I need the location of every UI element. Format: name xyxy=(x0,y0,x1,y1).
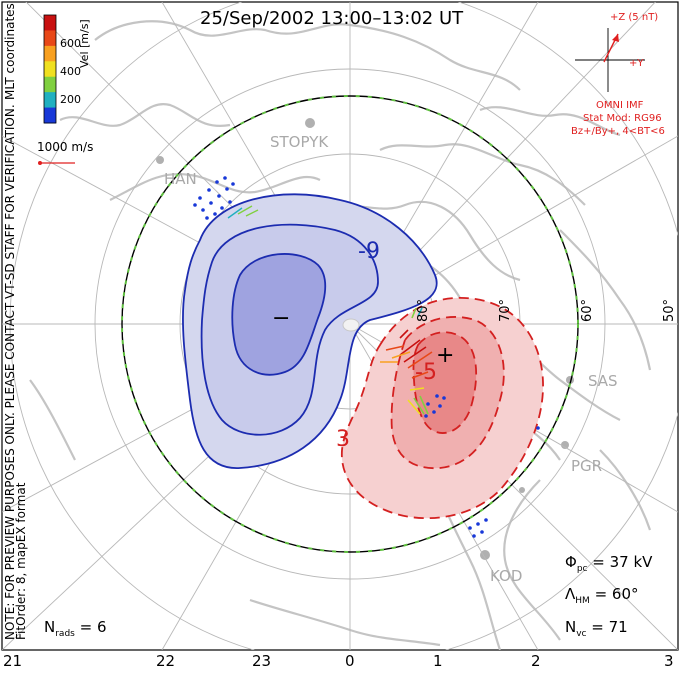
radar-count: Nrads = 6 xyxy=(44,618,107,639)
lambda-subscript: HM xyxy=(575,596,590,606)
imf-dial xyxy=(575,28,645,92)
contour-label-3: 3 xyxy=(336,427,350,452)
colorbar-segment xyxy=(44,92,56,109)
phi-symbol: Φ xyxy=(565,553,577,571)
colorbar-segment xyxy=(44,61,56,78)
colorbar-segment xyxy=(44,15,56,31)
mlt-tick-3: 3 xyxy=(664,652,674,670)
hm-boundary-latitude-value: = 60° xyxy=(594,585,639,603)
mlt-tick-1: 1 xyxy=(433,652,443,670)
imf-source-label: OMNI IMF xyxy=(596,100,644,111)
velocity-vectors-han xyxy=(193,176,235,220)
nvc-symbol: N xyxy=(565,618,577,636)
nrads-subscript: rads xyxy=(55,629,75,639)
map-title: 25/Sep/2002 13:00–13:02 UT xyxy=(200,8,464,29)
vector-count-value: = 71 xyxy=(591,618,628,636)
nvc-subscript: vc xyxy=(576,629,587,639)
mlt-tick-2: 2 xyxy=(531,652,541,670)
cross-polar-potential: Φpc = 37 kV xyxy=(565,553,652,574)
positive-cell xyxy=(341,297,544,520)
coordinate-system-label: MLT coordinates xyxy=(3,3,17,100)
colorbar-border xyxy=(43,14,57,124)
colorbar-segment xyxy=(44,107,56,124)
velocity-vectors-han-lines xyxy=(227,205,259,219)
latitude-label-50: 50° xyxy=(662,298,677,322)
negative-contour-inner xyxy=(231,253,327,376)
imf-z-label: +Z (5 nT) xyxy=(610,12,659,23)
contour-label-2: -5 xyxy=(415,360,437,385)
lambda-symbol: Λ xyxy=(565,585,576,603)
fit-order-note: FitOrder: 8, mapEX format xyxy=(14,482,28,640)
latitude-label-70: 70° xyxy=(498,298,513,322)
nrads-symbol: N xyxy=(44,618,56,636)
hm-boundary-latitude: ΛHM = 60° xyxy=(565,585,639,606)
imf-y-label: +Y xyxy=(629,58,644,69)
imf-model-label: Stat Mod: RG96 xyxy=(583,113,662,124)
velocity-vectors-dawn-dots xyxy=(424,394,540,538)
mlt-tick-21: 21 xyxy=(3,652,23,670)
negative-cell-marker: − xyxy=(272,306,290,331)
colorbar-tick-200: 200 xyxy=(60,93,81,106)
colorbar-tick-400: 400 xyxy=(60,65,81,78)
latitude-label-80: 80° xyxy=(416,298,431,322)
mlt-tick-0: 0 xyxy=(345,652,355,670)
station-label-han: HAN xyxy=(164,170,197,188)
colorbar-segment xyxy=(44,45,56,62)
magnetic-pole-marker xyxy=(342,318,360,332)
station-markers xyxy=(156,118,574,560)
latitude-label-60: 60° xyxy=(580,298,595,322)
scale-vector xyxy=(38,161,75,165)
station-label-sas: SAS xyxy=(588,372,618,390)
imf-condition-label: Bz+/By+, 4<BT<6 xyxy=(571,126,665,137)
colorbar-tick-600: 600 xyxy=(60,37,81,50)
colorbar-segment xyxy=(44,76,56,93)
station-marker-stopyk xyxy=(305,118,315,128)
radar-count-value: = 6 xyxy=(79,618,107,636)
mlt-tick-22: 22 xyxy=(156,652,176,670)
mlt-tick-23: 23 xyxy=(252,652,272,670)
colorbar-segment xyxy=(44,30,56,47)
station-label-pgr: PGR xyxy=(571,457,603,475)
velocity-colorbar xyxy=(43,14,57,124)
station-marker-extra xyxy=(519,487,525,493)
phi-subscript: pc xyxy=(576,564,588,574)
vector-count: Nvc = 71 xyxy=(565,618,628,639)
heppner-maynard-boundary-overlay xyxy=(121,95,579,553)
scale-vector-label: 1000 m/s xyxy=(37,140,94,154)
velocity-vectors-dawn xyxy=(380,307,433,415)
station-label-kod: KOD xyxy=(490,567,523,585)
station-marker-kod xyxy=(480,550,490,560)
contour-label-1: -9 xyxy=(358,239,380,264)
station-label-stopyk: STOPYK xyxy=(270,133,329,151)
cross-polar-potential-value: = 37 kV xyxy=(592,553,653,571)
station-marker-pgr xyxy=(561,441,569,449)
negative-cell xyxy=(182,193,438,469)
station-marker-han xyxy=(156,156,164,164)
positive-cell-marker: + xyxy=(436,343,454,368)
